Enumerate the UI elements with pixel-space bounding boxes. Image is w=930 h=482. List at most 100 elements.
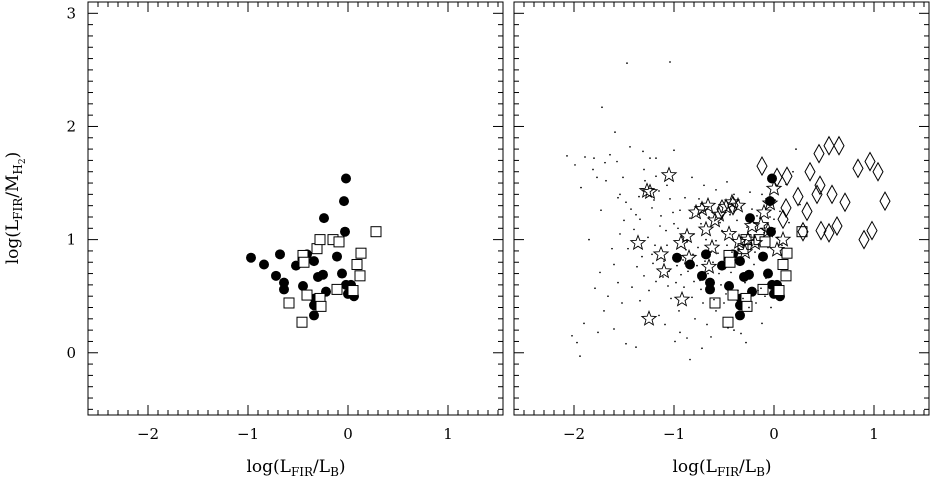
data-point-dot (767, 246, 769, 249)
label-text: log(L (3, 220, 23, 264)
data-point-dot (647, 236, 649, 239)
data-point-dot (672, 211, 674, 214)
data-point-filled-circle (701, 249, 711, 260)
data-point-filled-circle (340, 226, 350, 237)
data-point-filled-circle (672, 252, 682, 263)
data-point-filled-circle (763, 268, 773, 279)
data-point-dot (729, 213, 731, 216)
data-point-open-square (301, 289, 313, 301)
data-point-dot (678, 310, 680, 312)
data-point-open-star (729, 196, 747, 213)
label-text: log(L (672, 457, 716, 477)
data-point-dot (689, 358, 691, 361)
data-point-dot (765, 198, 767, 200)
label-subscript: FIR (717, 465, 740, 479)
data-point-dot (760, 287, 762, 290)
data-point-dot (651, 207, 653, 209)
data-point-filled-circle (767, 173, 777, 184)
data-point-dot (669, 198, 671, 200)
data-point-dot (594, 287, 596, 290)
data-point-open-star (655, 262, 673, 279)
data-point-dot (679, 331, 681, 334)
data-point-dot (751, 208, 753, 210)
data-point-dot (684, 196, 686, 199)
data-point-dot (750, 277, 752, 279)
data-point-dot (677, 227, 679, 230)
data-point-open-square (727, 289, 739, 301)
data-point-dot (673, 222, 675, 225)
data-point-dot (663, 260, 665, 262)
data-point-open-diamond (839, 192, 851, 213)
data-point-dot (597, 331, 599, 334)
data-point-filled-circle (246, 252, 256, 263)
data-point-dot (655, 157, 657, 159)
data-point-open-star (703, 238, 721, 255)
data-point-open-diamond (780, 197, 792, 218)
data-point-open-star (640, 310, 658, 326)
data-point-dot (733, 193, 735, 196)
label-text: /L (313, 457, 330, 477)
data-point-dot (700, 288, 702, 291)
data-point-open-diamond (727, 195, 739, 216)
data-point-filled-circle (318, 269, 328, 280)
label-subscript: FIR (291, 465, 314, 479)
data-point-dot (720, 284, 722, 286)
data-point-dot (703, 184, 705, 187)
data-point-dot (733, 329, 735, 331)
data-point-dot (641, 255, 643, 258)
data-point-dot (574, 164, 576, 166)
data-point-dot (631, 286, 633, 288)
data-point-open-square (777, 259, 789, 271)
label-subscript: B (756, 465, 765, 479)
data-point-dot (621, 302, 623, 304)
data-point-dot (593, 157, 595, 159)
data-point-dot (619, 193, 621, 196)
data-point-open-star (693, 200, 711, 217)
data-point-dot (626, 62, 628, 64)
axis-labels: log(LFIR/LB) log(LFIR/LB)log(LFIR/MH2) (3, 152, 772, 479)
data-point-dot (756, 215, 758, 217)
data-point-filled-circle (735, 256, 745, 267)
data-point-open-diamond (756, 156, 768, 177)
data-point-open-diamond (866, 220, 878, 241)
series-open-star (629, 166, 792, 326)
data-point-dot (732, 286, 734, 288)
label-subscript: 2 (18, 158, 28, 164)
data-point-dot (689, 217, 691, 219)
data-point-dot (686, 241, 688, 243)
data-point-dot (730, 271, 732, 274)
label-text: /L (739, 457, 756, 477)
data-point-dot (622, 176, 624, 179)
data-point-dot (740, 207, 742, 209)
data-point-dot (613, 328, 615, 330)
data-point-dot (660, 215, 662, 217)
plot-frame (87, 1, 504, 416)
data-point-dot (644, 179, 646, 182)
data-point-dot (617, 281, 619, 284)
data-point-dot (753, 221, 755, 224)
data-point-dot (588, 238, 590, 241)
data-point-dot (596, 176, 598, 179)
data-point-open-square (780, 270, 792, 282)
data-point-filled-circle (341, 173, 351, 184)
data-point-filled-circle (705, 284, 715, 295)
data-point-open-square (741, 300, 753, 312)
data-point-dot (635, 213, 637, 216)
data-point-dot (710, 336, 712, 338)
data-point-dot (698, 198, 700, 200)
series-open-square (709, 226, 808, 328)
data-point-dot (576, 341, 578, 344)
data-point-dot (741, 236, 743, 239)
data-point-filled-circle (758, 251, 768, 262)
label-text: ) (765, 457, 772, 477)
data-point-dot (605, 179, 607, 182)
y-tick-label: 2 (66, 117, 76, 135)
data-point-dot (611, 247, 613, 250)
series-dot (566, 61, 801, 361)
data-point-dot (639, 299, 641, 302)
data-point-filled-circle (298, 281, 308, 292)
data-point-open-square (757, 283, 769, 295)
data-point-dot (736, 219, 738, 222)
data-point-open-diamond (833, 135, 845, 156)
data-point-dot (726, 244, 728, 247)
